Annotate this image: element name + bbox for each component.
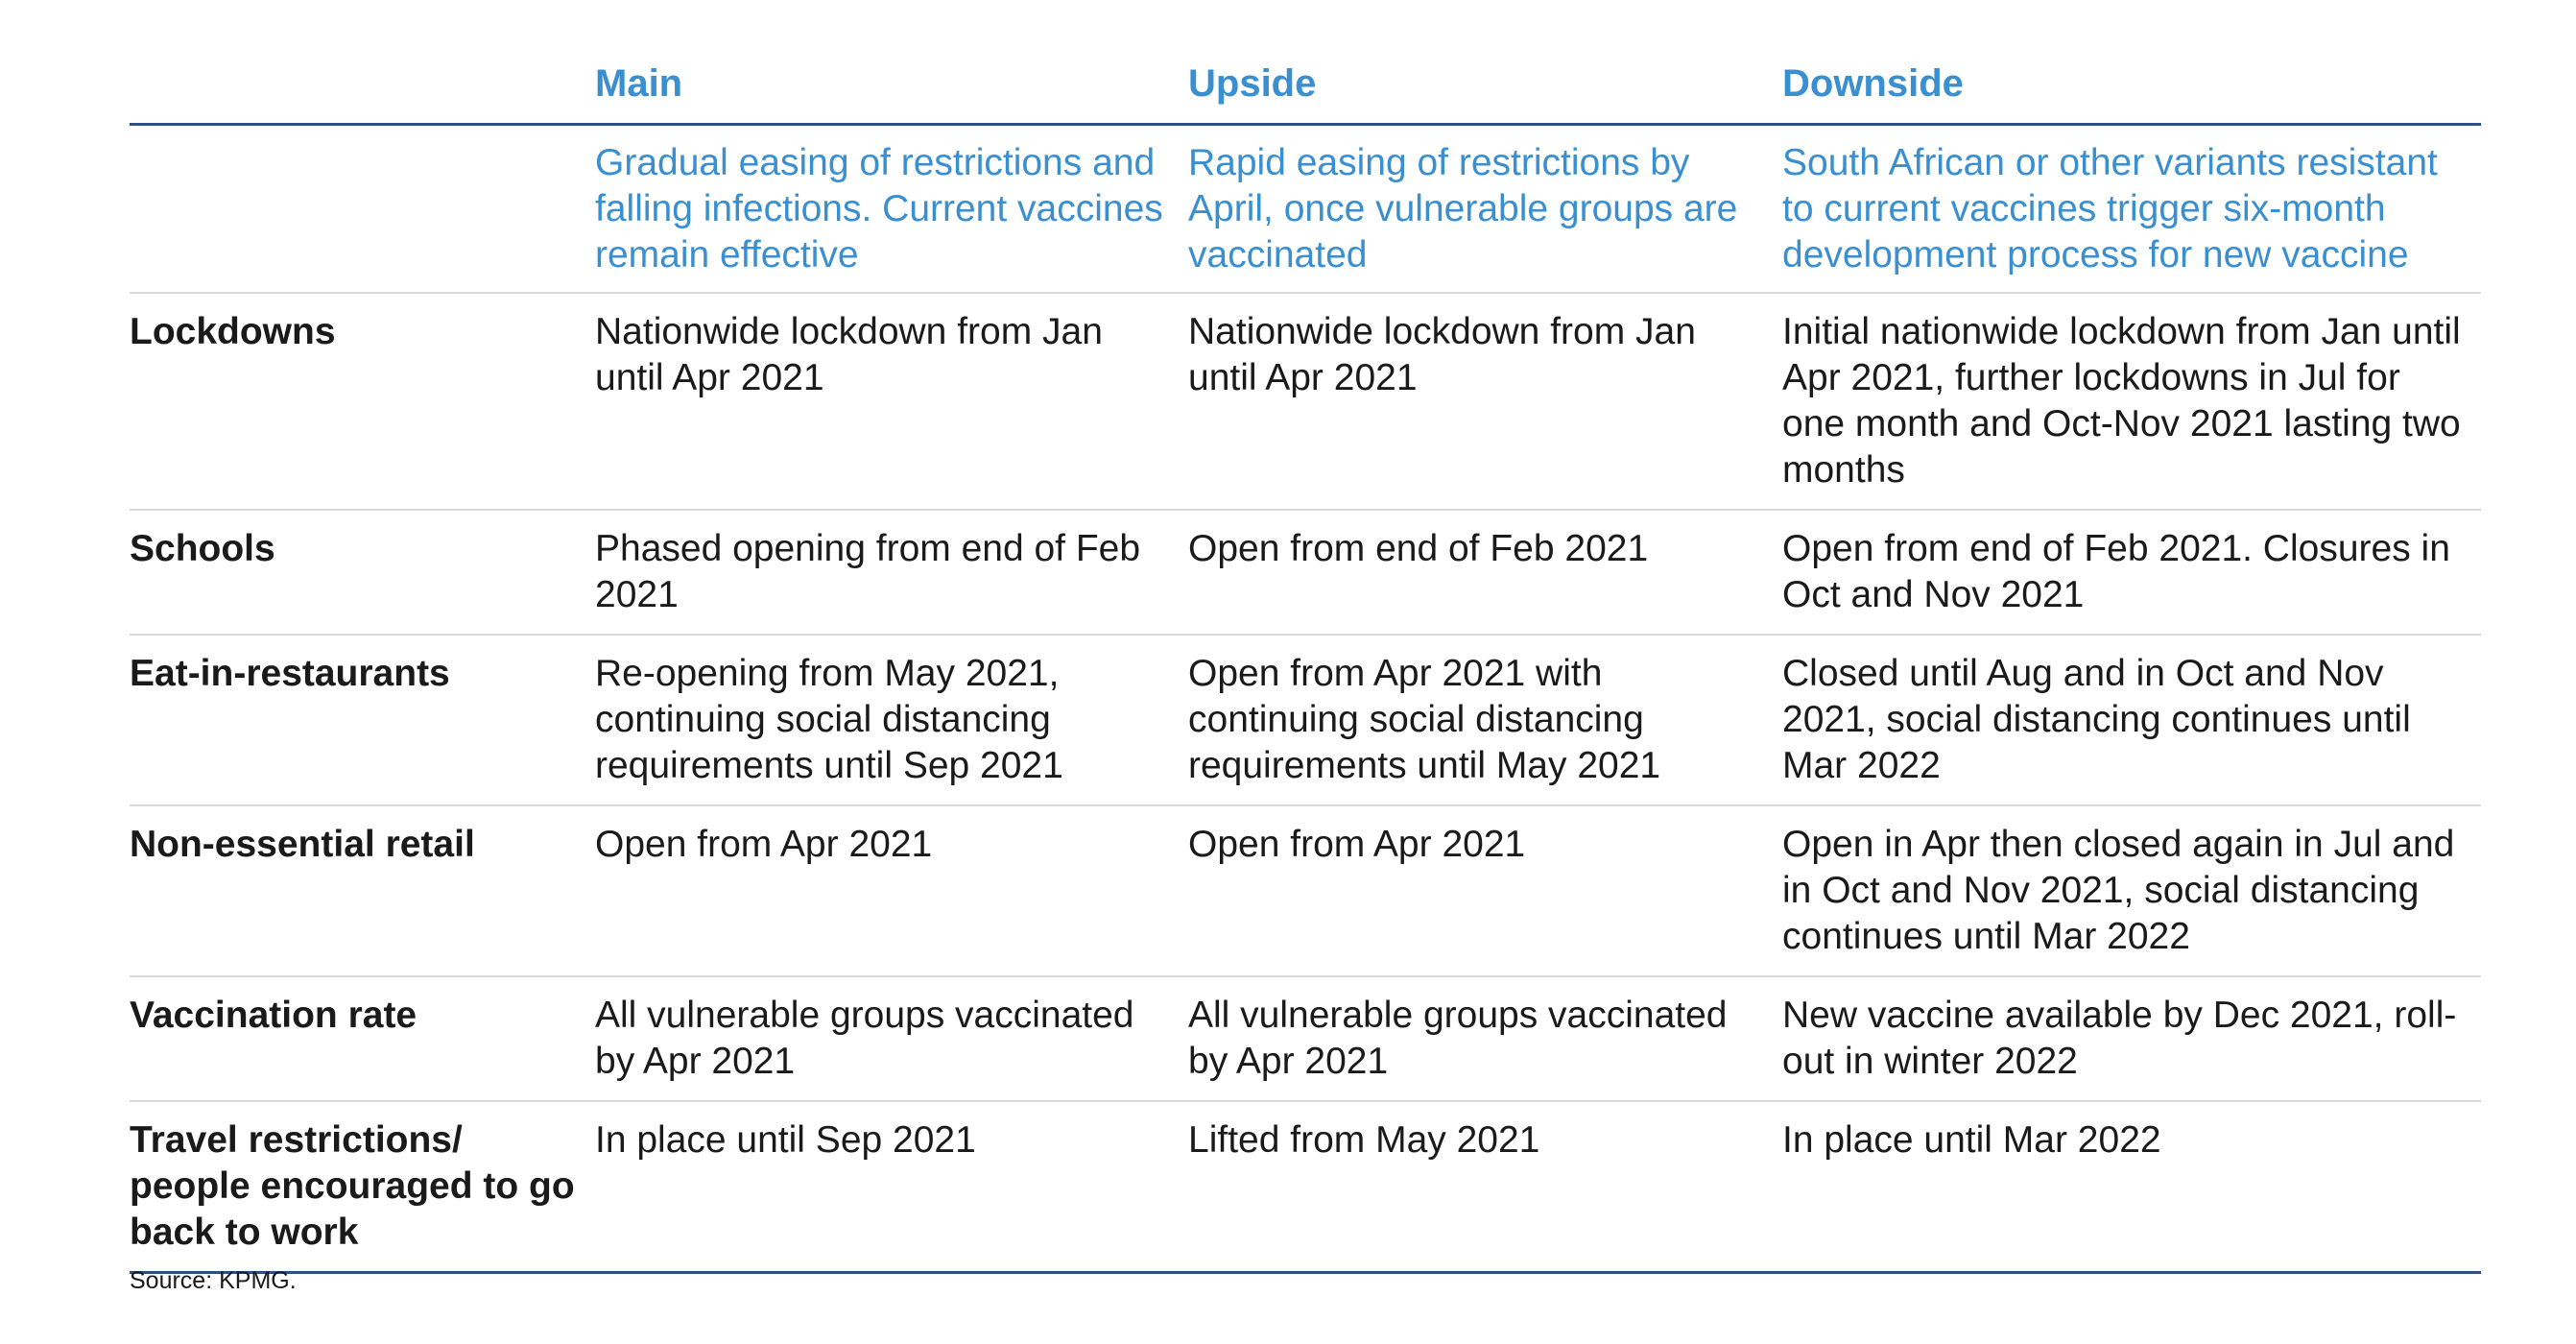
cell-downside: Closed until Aug and in Oct and Nov 2021… [1782,635,2481,806]
scenario-table: Main Upside Downside Gradual easing of r… [130,0,2481,1274]
cell-main: All vulnerable groups vaccinated by Apr … [595,976,1188,1102]
cell-upside: Nationwide lockdown from Jan until Apr 2… [1188,293,1782,511]
column-header-blank [130,0,595,126]
scenario-description-main: Gradual easing of restrictions and falli… [595,124,1188,294]
cell-upside: All vulnerable groups vaccinated by Apr … [1188,976,1782,1102]
row-label: Eat-in-restaurants [130,635,595,806]
table-row-schools: Schools Phased opening from end of Feb 2… [130,510,2481,636]
cell-upside: Lifted from May 2021 [1188,1101,1782,1274]
cell-downside: Open from end of Feb 2021. Closures in O… [1782,510,2481,636]
column-header-downside: Downside [1782,0,2481,126]
scenario-description-blank [130,124,595,294]
cell-upside: Open from end of Feb 2021 [1188,510,1782,636]
cell-upside: Open from Apr 2021 with continuing socia… [1188,635,1782,806]
cell-main: Nationwide lockdown from Jan until Apr 2… [595,293,1188,511]
row-label: Lockdowns [130,293,595,511]
column-header-main: Main [595,0,1188,126]
table-row-non-essential-retail: Non-essential retail Open from Apr 2021 … [130,805,2481,977]
scenario-description-upside: Rapid easing of restrictions by April, o… [1188,124,1782,294]
scenario-table-container: Main Upside Downside Gradual easing of r… [130,0,2481,1274]
row-label: Vaccination rate [130,976,595,1102]
cell-main: Re-opening from May 2021, continuing soc… [595,635,1188,806]
scenario-description-row: Gradual easing of restrictions and falli… [130,124,2481,294]
scenario-description-downside: South African or other variants resistan… [1782,124,2481,294]
row-label: Non-essential retail [130,805,595,977]
row-label: Schools [130,510,595,636]
cell-main: In place until Sep 2021 [595,1101,1188,1274]
cell-downside: In place until Mar 2022 [1782,1101,2481,1274]
cell-downside: Initial nationwide lockdown from Jan unt… [1782,293,2481,511]
cell-downside: Open in Apr then closed again in Jul and… [1782,805,2481,977]
table-row-travel-restrictions: Travel restrictions/ people encouraged t… [130,1101,2481,1274]
cell-main: Open from Apr 2021 [595,805,1188,977]
column-header-row: Main Upside Downside [130,0,2481,126]
cell-main: Phased opening from end of Feb 2021 [595,510,1188,636]
cell-downside: New vaccine available by Dec 2021, roll-… [1782,976,2481,1102]
table-row-vaccination-rate: Vaccination rate All vulnerable groups v… [130,976,2481,1102]
table-row-eat-in-restaurants: Eat-in-restaurants Re-opening from May 2… [130,635,2481,806]
row-label: Travel restrictions/ people encouraged t… [130,1101,595,1274]
column-header-upside: Upside [1188,0,1782,126]
cell-upside: Open from Apr 2021 [1188,805,1782,977]
table-row-lockdowns: Lockdowns Nationwide lockdown from Jan u… [130,293,2481,511]
source-note: Source: KPMG. [130,1267,297,1294]
